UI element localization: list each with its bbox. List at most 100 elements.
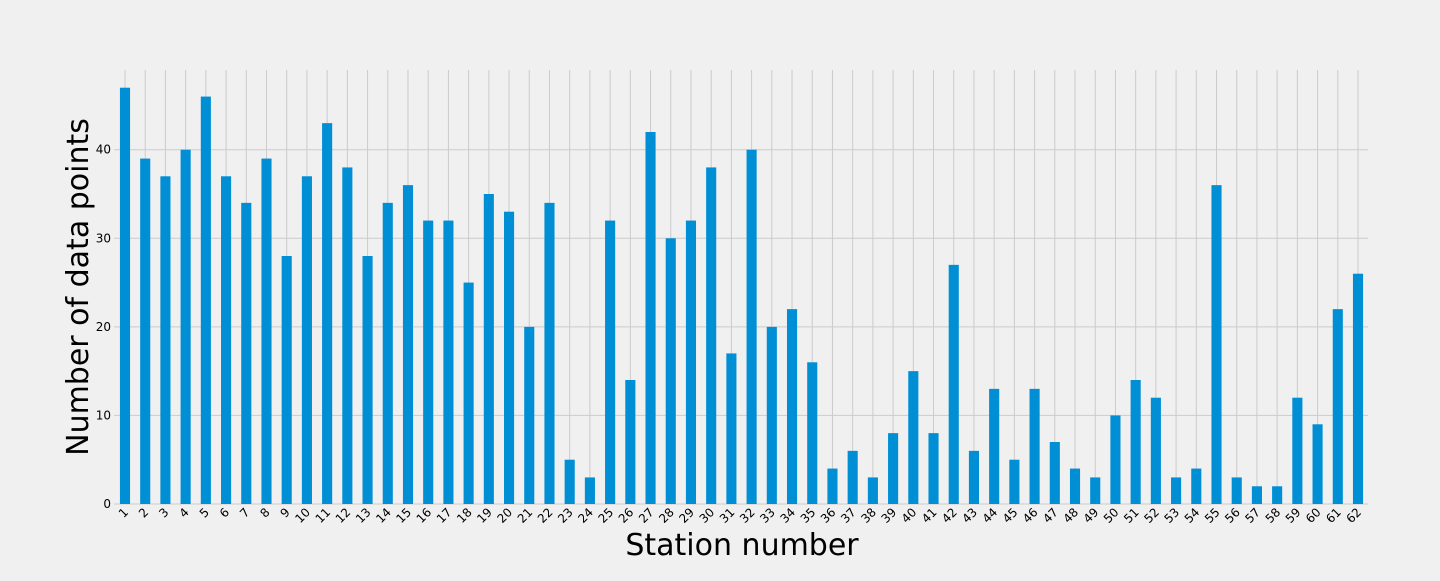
bar-station-33 xyxy=(766,326,777,504)
x-tick-label: 35 xyxy=(798,505,819,526)
bar-station-17 xyxy=(443,220,454,505)
bar-station-1 xyxy=(119,87,131,504)
bar-station-59 xyxy=(1292,397,1303,504)
x-tick-label: 41 xyxy=(919,505,940,526)
x-tick-label: 37 xyxy=(838,505,859,526)
bar-station-13 xyxy=(362,256,373,504)
bar-station-56 xyxy=(1231,477,1242,504)
bar-station-36 xyxy=(827,468,838,504)
x-tick-label: 36 xyxy=(818,505,839,526)
bar-station-7 xyxy=(241,202,252,504)
y-tick-label: 40 xyxy=(96,143,111,157)
x-tick-label: 18 xyxy=(454,505,475,526)
x-tick-label: 45 xyxy=(1000,505,1021,526)
x-tick-label: 38 xyxy=(858,505,879,526)
x-tick-label: 16 xyxy=(414,505,435,526)
bar-station-38 xyxy=(867,477,878,504)
bar-station-40 xyxy=(908,371,919,504)
x-tick-label: 2 xyxy=(136,505,151,520)
x-tick-labels: 1 2 3 4 5 6 7 8 9 10 11 12 13 14 15 16 17 18 19 20 21 22 23 24 2… xyxy=(116,505,1364,526)
bar-station-8 xyxy=(261,158,272,505)
bar-station-61 xyxy=(1332,309,1343,504)
bar-station-54 xyxy=(1191,468,1202,504)
x-tick-label: 3 xyxy=(156,505,171,520)
bar-station-18 xyxy=(463,282,474,504)
x-tick-label: 22 xyxy=(535,505,556,526)
bar-station-55 xyxy=(1211,185,1222,504)
bar-station-6 xyxy=(221,176,232,505)
bar-station-42 xyxy=(948,264,959,504)
bar-station-39 xyxy=(888,433,899,504)
bar-station-49 xyxy=(1090,477,1101,504)
x-tick-label: 11 xyxy=(313,505,334,526)
bar-station-34 xyxy=(786,309,798,504)
x-tick-label: 1 xyxy=(116,505,131,520)
x-tick-label: 42 xyxy=(939,505,960,526)
x-tick-label: 46 xyxy=(1020,505,1041,526)
bar-station-12 xyxy=(342,167,353,504)
x-tick-label: 21 xyxy=(515,505,536,526)
x-tick-label: 48 xyxy=(1060,505,1081,526)
bar-station-29 xyxy=(685,220,697,505)
x-tick-label: 10 xyxy=(292,505,313,526)
x-tick-label: 47 xyxy=(1040,505,1061,526)
bar-station-27 xyxy=(645,132,656,504)
x-tick-label: 49 xyxy=(1081,505,1102,526)
bar-station-3 xyxy=(160,176,171,505)
x-tick-label: 12 xyxy=(333,505,354,526)
x-tick-label: 19 xyxy=(474,505,495,526)
x-tick-label: 54 xyxy=(1182,505,1203,526)
x-tick-label: 26 xyxy=(616,505,637,526)
bar-station-51 xyxy=(1130,380,1141,504)
bar-station-24 xyxy=(584,477,595,504)
y-tick-label: 10 xyxy=(96,408,111,422)
bar-station-20 xyxy=(503,211,515,504)
bar-station-28 xyxy=(665,238,676,505)
x-tick-label: 14 xyxy=(373,505,394,526)
x-tick-label: 29 xyxy=(676,505,697,526)
x-tick-label: 39 xyxy=(879,505,900,526)
bar-station-43 xyxy=(968,450,980,504)
bar-station-16 xyxy=(423,220,434,505)
x-tick-label: 13 xyxy=(353,505,374,526)
x-tick-label: 52 xyxy=(1141,505,1162,526)
bar-station-19 xyxy=(483,194,494,504)
y-tick-label: 20 xyxy=(96,320,111,334)
x-tick-label: 9 xyxy=(278,505,293,520)
x-tick-label: 24 xyxy=(575,505,596,526)
bar-station-32 xyxy=(746,149,757,504)
bar-station-35 xyxy=(807,362,818,504)
x-tick-label: 4 xyxy=(176,505,191,520)
x-axis-label: Station number xyxy=(625,528,859,563)
bar-station-37 xyxy=(847,450,858,504)
x-tick-label: 32 xyxy=(737,505,758,526)
x-tick-label: 60 xyxy=(1303,505,1324,526)
bar-station-14 xyxy=(382,202,393,504)
x-tick-label: 15 xyxy=(393,505,414,526)
x-tick-label: 30 xyxy=(697,505,718,526)
x-tick-label: 25 xyxy=(596,505,617,526)
bar-station-30 xyxy=(706,167,717,504)
x-tick-label: 50 xyxy=(1101,505,1122,526)
x-tick-label: 53 xyxy=(1161,505,1182,526)
x-tick-label: 58 xyxy=(1263,505,1284,526)
x-tick-label: 44 xyxy=(980,505,1001,526)
x-tick-label: 61 xyxy=(1323,505,1344,526)
bar-station-48 xyxy=(1069,468,1081,504)
bar-station-5 xyxy=(200,96,211,505)
bar-station-10 xyxy=(301,176,312,505)
bar-station-44 xyxy=(989,388,1000,504)
x-tick-label: 31 xyxy=(717,505,738,526)
x-tick-label: 51 xyxy=(1121,505,1142,526)
bar-station-53 xyxy=(1171,477,1182,504)
bar-station-31 xyxy=(726,353,737,504)
bar-station-26 xyxy=(625,380,636,504)
x-tick-label: 5 xyxy=(197,505,212,520)
bar-station-60 xyxy=(1312,424,1323,504)
x-tick-label: 20 xyxy=(494,505,515,526)
x-tick-label: 7 xyxy=(237,505,252,520)
bar-station-57 xyxy=(1251,486,1262,504)
bar-station-52 xyxy=(1150,397,1161,504)
bar-station-4 xyxy=(180,149,191,504)
